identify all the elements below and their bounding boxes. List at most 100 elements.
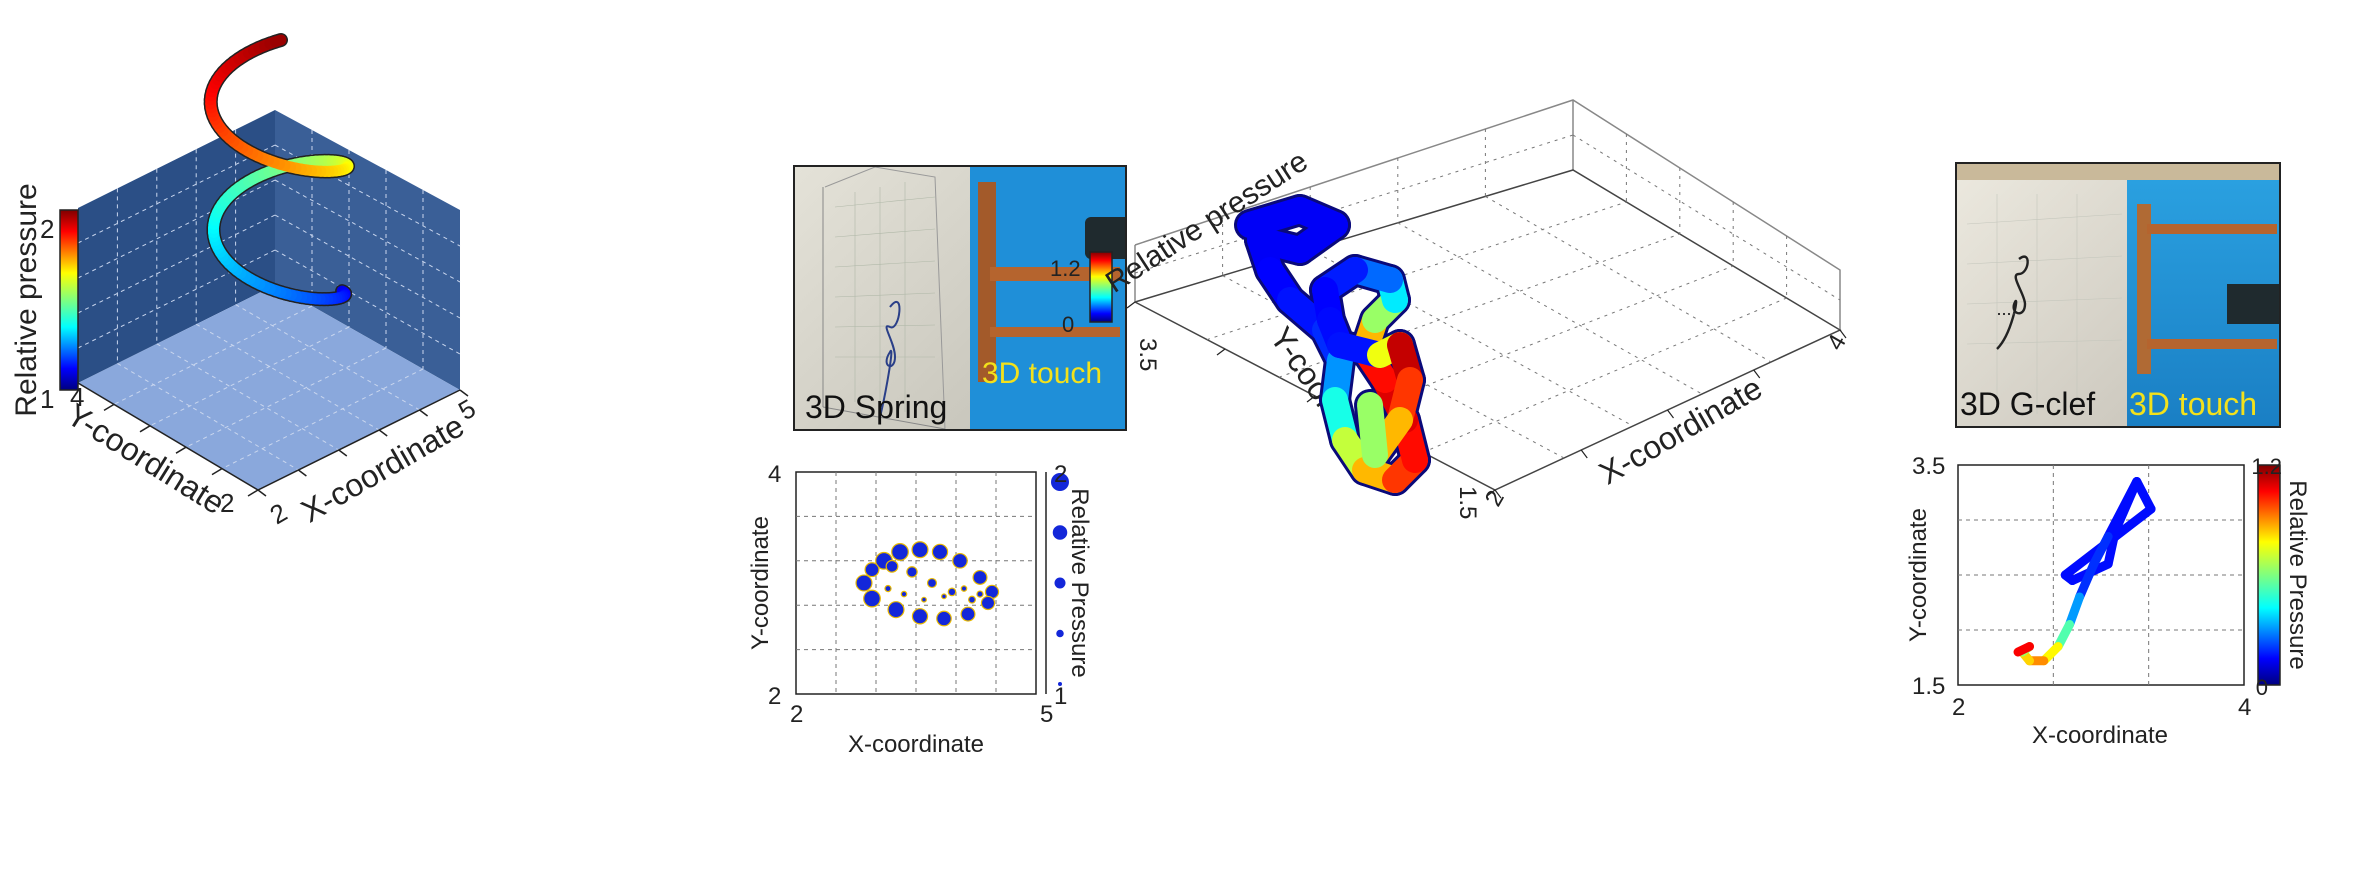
y-tick-min: 1.5 [1912,673,1945,700]
colorbar [59,209,79,391]
grid-line [113,305,313,405]
ylabel: Y-coordinate [747,516,774,650]
axis-tick [1494,489,1502,499]
gclef-2d-chart: 3.5 1.5 2 4 1.2 0 X-coordinate Y-coordin… [1905,453,2311,749]
grid-line [1397,222,1703,395]
trace-segment [2110,504,2156,541]
spring-3d-chart: 2 1 Relative pressure 4 2 2 5 Y-coordina… [10,33,481,530]
photo-paper [1957,164,2127,426]
axis-tick [1126,301,1136,309]
tube-segment [1357,392,1388,468]
size-legend-label: Relative Pressure [1066,488,1093,677]
data-marker [936,610,952,627]
photo-caption-right: 3D touch [982,357,1103,390]
grid-line [195,323,380,431]
colorbar [2257,464,2281,686]
axis-tick [459,389,469,397]
grid-line [1278,233,1680,378]
data-marker [911,541,929,559]
grid-line [235,304,420,411]
grid-lines [796,472,1036,694]
size-legend [1051,473,1069,686]
axis-tick [103,403,115,412]
back-wall-right [275,110,460,390]
axis-tick [211,467,223,476]
data-marker [968,595,977,604]
cbar-tick-max: 2 [40,214,54,244]
x-tick-min: 2 [790,701,803,728]
photo-device-bar [2147,224,2277,234]
xlabel: X-coordinate [848,731,984,758]
photo-caption-left: 3D G-clef [1960,386,2096,422]
photo-device-bar2 [990,327,1120,337]
data-marker [931,543,949,561]
axis-tick [1216,348,1226,356]
photo-caption-right: 3D touch [2129,386,2258,422]
gclef-trajectory [1234,194,1431,496]
data-marker [884,584,892,593]
data-marker [864,562,880,578]
y-tick-max: 3.5 [1912,453,1945,480]
size-legend-marker [1052,525,1068,540]
grid-line [1206,201,1627,341]
grid-line [1485,195,1772,363]
data-marker [863,589,881,608]
grid-line [274,249,461,355]
axis-tick [419,409,429,417]
data-marker [911,608,929,625]
axis-tick [1753,369,1761,379]
trace-segment [2065,592,2085,629]
zlabel: Relative pressure [10,183,43,416]
data-marker [906,566,918,578]
back-wall-left [78,110,275,383]
x-tick-max: 5 [1040,701,1053,728]
size-legend-marker [1058,682,1062,686]
xlabel: X-coordinate [2032,722,2168,749]
grid-line [149,326,350,427]
ylabel: Y-coordinate [1905,508,1932,642]
box-frame [1134,99,1842,491]
photo-stylus [2227,284,2279,324]
axis-tick [297,469,307,477]
axis-tick [1667,409,1674,419]
photo-device [2137,204,2151,374]
size-legend-marker [1056,629,1064,638]
cbar-tick-min: 0 [1062,312,1074,337]
grid-line [156,343,340,451]
paper-drawing [822,167,946,429]
axis-tick [378,429,388,437]
grid-line [185,347,387,448]
photo-paper [795,167,970,429]
axis-tick [175,446,187,454]
spring-trajectory [203,33,355,307]
trace-segment [2013,642,2034,657]
legend-tick-max: 2 [1054,461,1067,488]
data-marker [855,574,873,592]
data-marker [900,590,908,598]
photo-header-strip [1957,164,2279,180]
legend-tick-min: 1 [1054,683,1067,710]
colorbar [1089,251,1113,323]
data-markers [855,541,1000,627]
photo-caption-left: 3D Spring [805,389,948,425]
size-legend-marker [1054,577,1066,589]
cbar-tick-max: 1.2 [1050,256,1081,281]
data-marker [891,543,909,561]
photo-device-bar [990,267,1120,281]
axis-tick [247,489,259,497]
grid-line [1572,134,1841,301]
x-tick-min: 2 [265,497,293,530]
axis-tick [1839,329,1847,339]
x-tick-max: 4 [2238,694,2251,721]
data-marker [952,552,968,569]
grid-line [1422,297,1787,453]
data-marker [972,569,988,585]
spring-2d-chart: 4 2 2 5 2 1 X-coordinate Y-coordinate Re… [747,461,1093,758]
y-tick-min: 2 [768,683,781,710]
trace-segment [2089,532,2113,569]
axis-tick [1580,449,1588,459]
xlabel: X-coordinate [1593,370,1768,492]
grid-line [1134,134,1574,274]
y-tick-min: 2 [220,488,234,518]
data-marker [960,585,968,592]
